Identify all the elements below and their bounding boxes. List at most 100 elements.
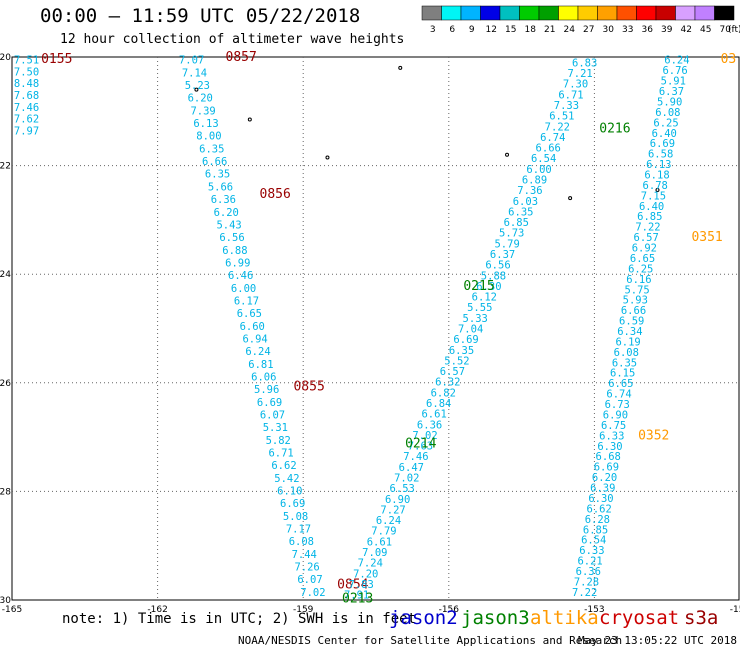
swh-value-label: 6.35 [449,345,474,357]
swh-value-label: 6.58 [648,149,673,161]
swh-value-label: 6.66 [202,156,227,168]
x-tick-label: -150 [730,605,740,615]
swh-value-label: 7.50 [14,66,39,78]
legend-jason2: jason2 [389,607,458,629]
swh-value-label: 7.02 [394,472,419,484]
swh-value-label: 6.54 [581,535,606,547]
swh-value-label: 6.03 [513,196,538,208]
island-marker [247,117,252,122]
swh-value-label: 6.61 [421,409,446,421]
swh-value-label: 6.69 [280,498,305,510]
swh-value-label: 6.94 [242,333,267,345]
y-tick-label: -20 [0,53,11,63]
swh-value-label: 7.02 [412,430,437,442]
swh-value-label: 6.85 [637,211,662,223]
swh-value-label: 7.39 [190,105,215,117]
swh-value-label: 6.62 [271,460,296,472]
swh-value-label: 6.65 [630,253,655,265]
island-marker [398,65,403,70]
track-time-label: 0213 [342,591,373,606]
swh-value-label: 7.51 [14,55,39,67]
swh-value-label: 5.31 [263,422,288,434]
swh-value-label: 6.57 [440,366,465,378]
swh-value-label: 7.04 [458,324,483,336]
legend-cryosat: cryosat [599,607,680,629]
swh-value-label: 6.46 [228,270,253,282]
swh-value-label: 6.35 [508,206,533,218]
swh-value-label: 6.40 [652,128,677,140]
swh-value-label: 6.30 [476,281,501,293]
swh-value-label: 6.07 [260,409,285,421]
swh-value-label: 6.10 [277,485,302,497]
swh-value-label: 6.25 [628,263,653,275]
swh-value-label: 5.08 [283,511,308,523]
swh-value-label: 6.08 [614,347,639,359]
swh-value-label: 7.27 [380,504,405,516]
swh-value-label: 7.17 [286,524,311,536]
island-marker [194,87,199,92]
swh-value-label: 6.69 [453,334,478,346]
swh-value-label: 6.69 [257,397,282,409]
x-tick-label: -165 [2,605,22,615]
swh-value-label: 6.13 [646,159,671,171]
swh-value-label: 6.62 [587,503,612,515]
swh-value-label: 6.07 [297,574,322,586]
swh-value-label: 6.84 [426,398,451,410]
swh-value-label: 6.06 [251,371,276,383]
swh-value-label: 6.34 [617,326,642,338]
swh-value-label: 6.83 [572,57,597,69]
y-tick-label: -28 [0,487,11,497]
swh-value-label: 5.42 [274,473,299,485]
swh-value-label: 7.02 [300,587,325,599]
swh-value-label: 6.35 [205,169,230,181]
swh-value-label: 6.99 [225,257,250,269]
swh-value-label: 6.30 [588,493,613,505]
swh-value-label: 6.60 [240,321,265,333]
swh-value-label: 6.89 [522,175,547,187]
swh-value-label: 6.66 [621,305,646,317]
swh-value-label: 6.35 [199,143,224,155]
swh-value-label: 5.91 [661,76,686,88]
swh-value-label: 6.71 [268,447,293,459]
swh-value-label: 6.35 [612,357,637,369]
swh-value-label: 6.69 [594,462,619,474]
swh-value-label: 7.24 [358,558,383,570]
swh-value-label: 7.30 [563,79,588,91]
swh-value-label: 7.33 [554,100,579,112]
swh-value-label: 6.16 [626,274,651,286]
swh-value-label: 7.28 [574,576,599,588]
swh-value-label: 6.32 [435,377,460,389]
island-marker [568,196,573,201]
x-tick-label: -156 [439,605,460,615]
swh-value-label: 6.28 [585,514,610,526]
plot-frame [11,56,740,601]
swh-value-label: 7.22 [572,587,597,599]
swh-value-label: 7.14 [182,67,207,79]
swh-value-label: 5.82 [266,435,291,447]
swh-value-label: 6.78 [643,180,668,192]
swh-value-label: 6.51 [549,111,574,123]
swh-value-label: 6.13 [193,118,218,130]
swh-value-label: 6.00 [231,283,256,295]
swh-value-label: 7.07 [179,55,204,67]
swh-value-label: 6.20 [592,472,617,484]
footer-note: note: 1) Time is in UTC; 2) SWH is in fe… [62,611,417,627]
swh-value-label: 7.97 [14,125,39,137]
swh-value-label: 6.76 [662,65,687,77]
swh-value-label: 7.46 [14,102,39,114]
swh-value-label: 6.75 [601,420,626,432]
swh-value-label: 6.20 [214,207,239,219]
track-time-label: 0214 [405,437,436,452]
track-time-label: 0216 [599,122,630,137]
swh-value-label: 6.59 [619,316,644,328]
x-tick-label: -153 [584,605,604,615]
swh-value-label: 6.90 [385,494,410,506]
swh-value-label: 6.71 [558,89,583,101]
swh-value-label: 6.36 [417,419,442,431]
swh-value-label: 5.88 [481,270,506,282]
swh-value-label: 7.21 [567,68,592,80]
island-marker [325,155,330,160]
swh-value-label: 6.33 [579,545,604,557]
swh-value-label: 6.15 [610,368,635,380]
swh-value-label: 6.47 [399,462,424,474]
